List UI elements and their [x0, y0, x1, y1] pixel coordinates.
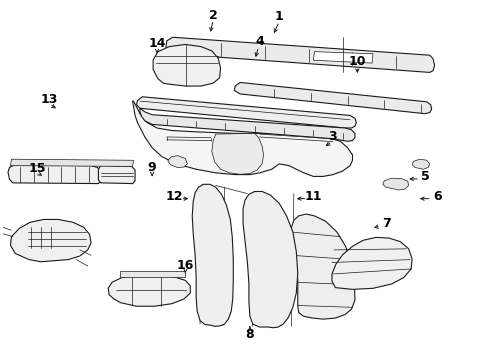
Text: 2: 2 — [209, 9, 218, 22]
Polygon shape — [10, 159, 134, 166]
Polygon shape — [412, 159, 430, 169]
Text: 6: 6 — [434, 190, 442, 203]
Text: 16: 16 — [177, 259, 194, 272]
Polygon shape — [133, 101, 352, 176]
Text: 4: 4 — [255, 35, 264, 49]
Text: 5: 5 — [421, 170, 430, 183]
Polygon shape — [166, 37, 435, 72]
Polygon shape — [292, 214, 355, 319]
Polygon shape — [8, 165, 101, 184]
Text: 10: 10 — [348, 55, 366, 68]
Polygon shape — [234, 82, 432, 114]
Text: 15: 15 — [28, 162, 46, 175]
Polygon shape — [192, 184, 233, 326]
Text: 8: 8 — [245, 328, 254, 341]
Text: 7: 7 — [382, 216, 391, 230]
Polygon shape — [10, 220, 91, 262]
Polygon shape — [137, 97, 356, 128]
Polygon shape — [168, 156, 187, 167]
Polygon shape — [314, 51, 373, 63]
Text: 9: 9 — [148, 161, 156, 174]
Text: 12: 12 — [166, 190, 183, 203]
Polygon shape — [98, 166, 135, 184]
Text: 1: 1 — [275, 10, 284, 23]
Polygon shape — [243, 192, 298, 328]
Polygon shape — [121, 271, 185, 277]
Text: 3: 3 — [329, 130, 337, 144]
Polygon shape — [332, 237, 412, 289]
Text: 14: 14 — [148, 37, 166, 50]
Polygon shape — [140, 108, 355, 141]
Text: 11: 11 — [305, 190, 322, 203]
Text: 13: 13 — [41, 93, 58, 106]
Polygon shape — [108, 275, 190, 306]
Polygon shape — [212, 134, 264, 174]
Polygon shape — [153, 44, 220, 86]
Polygon shape — [383, 178, 409, 190]
